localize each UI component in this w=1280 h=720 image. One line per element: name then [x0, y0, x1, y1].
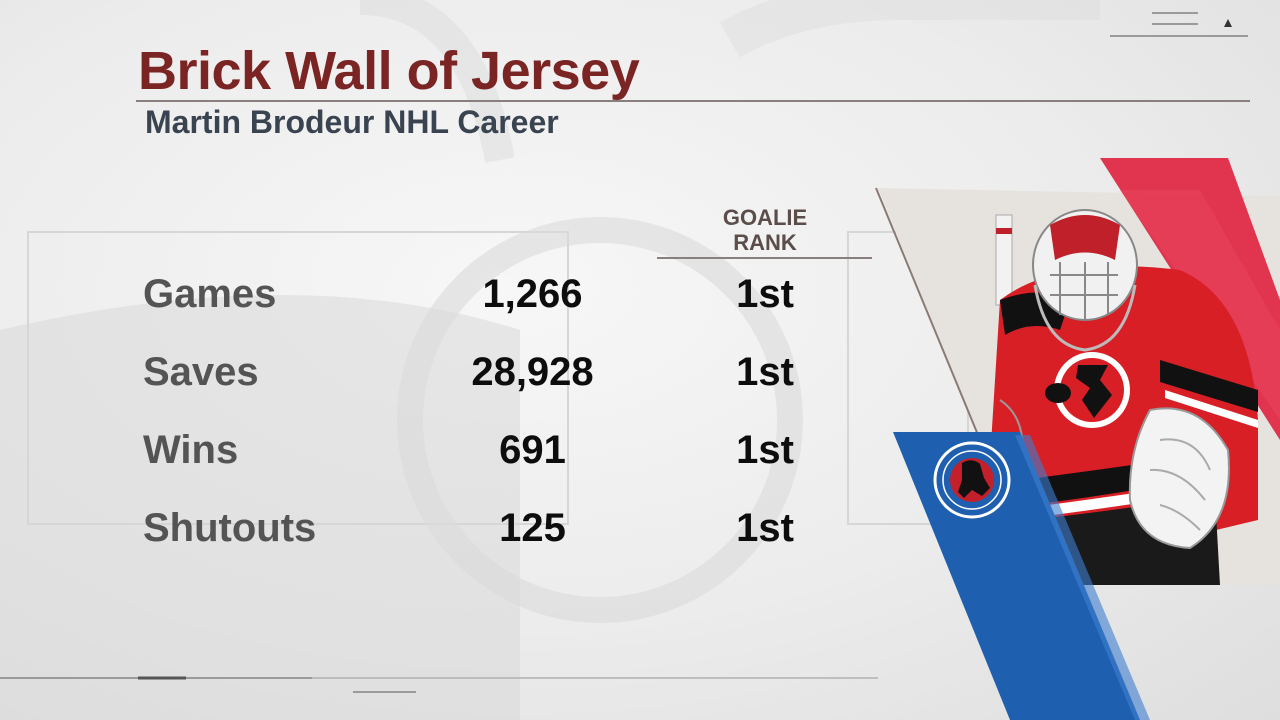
- triangle-up-icon: [1224, 19, 1232, 27]
- goalie-photo-panel: [875, 158, 1280, 720]
- top-right-decoration: [1110, 12, 1248, 37]
- stat-rank: 1st: [736, 272, 794, 316]
- stat-row-games: Games 1,266 1st: [0, 264, 900, 324]
- stat-value: 125: [499, 506, 566, 550]
- stat-value: 691: [499, 428, 566, 472]
- stat-row-saves: Saves 28,928 1st: [0, 342, 900, 402]
- column-header-divider: [657, 257, 872, 259]
- hockey-hall-of-fame-logo: [933, 441, 1011, 519]
- goalie-photo: [990, 209, 1258, 585]
- graphic-subtitle: Martin Brodeur NHL Career: [145, 104, 559, 140]
- title-divider: [136, 100, 1250, 102]
- stat-row-wins: Wins 691 1st: [0, 420, 900, 480]
- stat-label: Shutouts: [143, 506, 317, 550]
- column-header-goalie-rank: GOALIE RANK: [722, 205, 808, 255]
- stat-label: Games: [143, 272, 277, 316]
- stat-rank: 1st: [736, 350, 794, 394]
- stat-rank: 1st: [736, 428, 794, 472]
- graphic-title: Brick Wall of Jersey: [138, 41, 640, 101]
- stat-row-shutouts: Shutouts 125 1st: [0, 498, 900, 558]
- stat-value: 28,928: [471, 350, 594, 394]
- stat-rank: 1st: [736, 506, 794, 550]
- stat-value: 1,266: [482, 272, 583, 316]
- stat-label: Wins: [143, 428, 239, 472]
- bottom-decoration: [0, 676, 878, 693]
- stat-label: Saves: [143, 350, 259, 394]
